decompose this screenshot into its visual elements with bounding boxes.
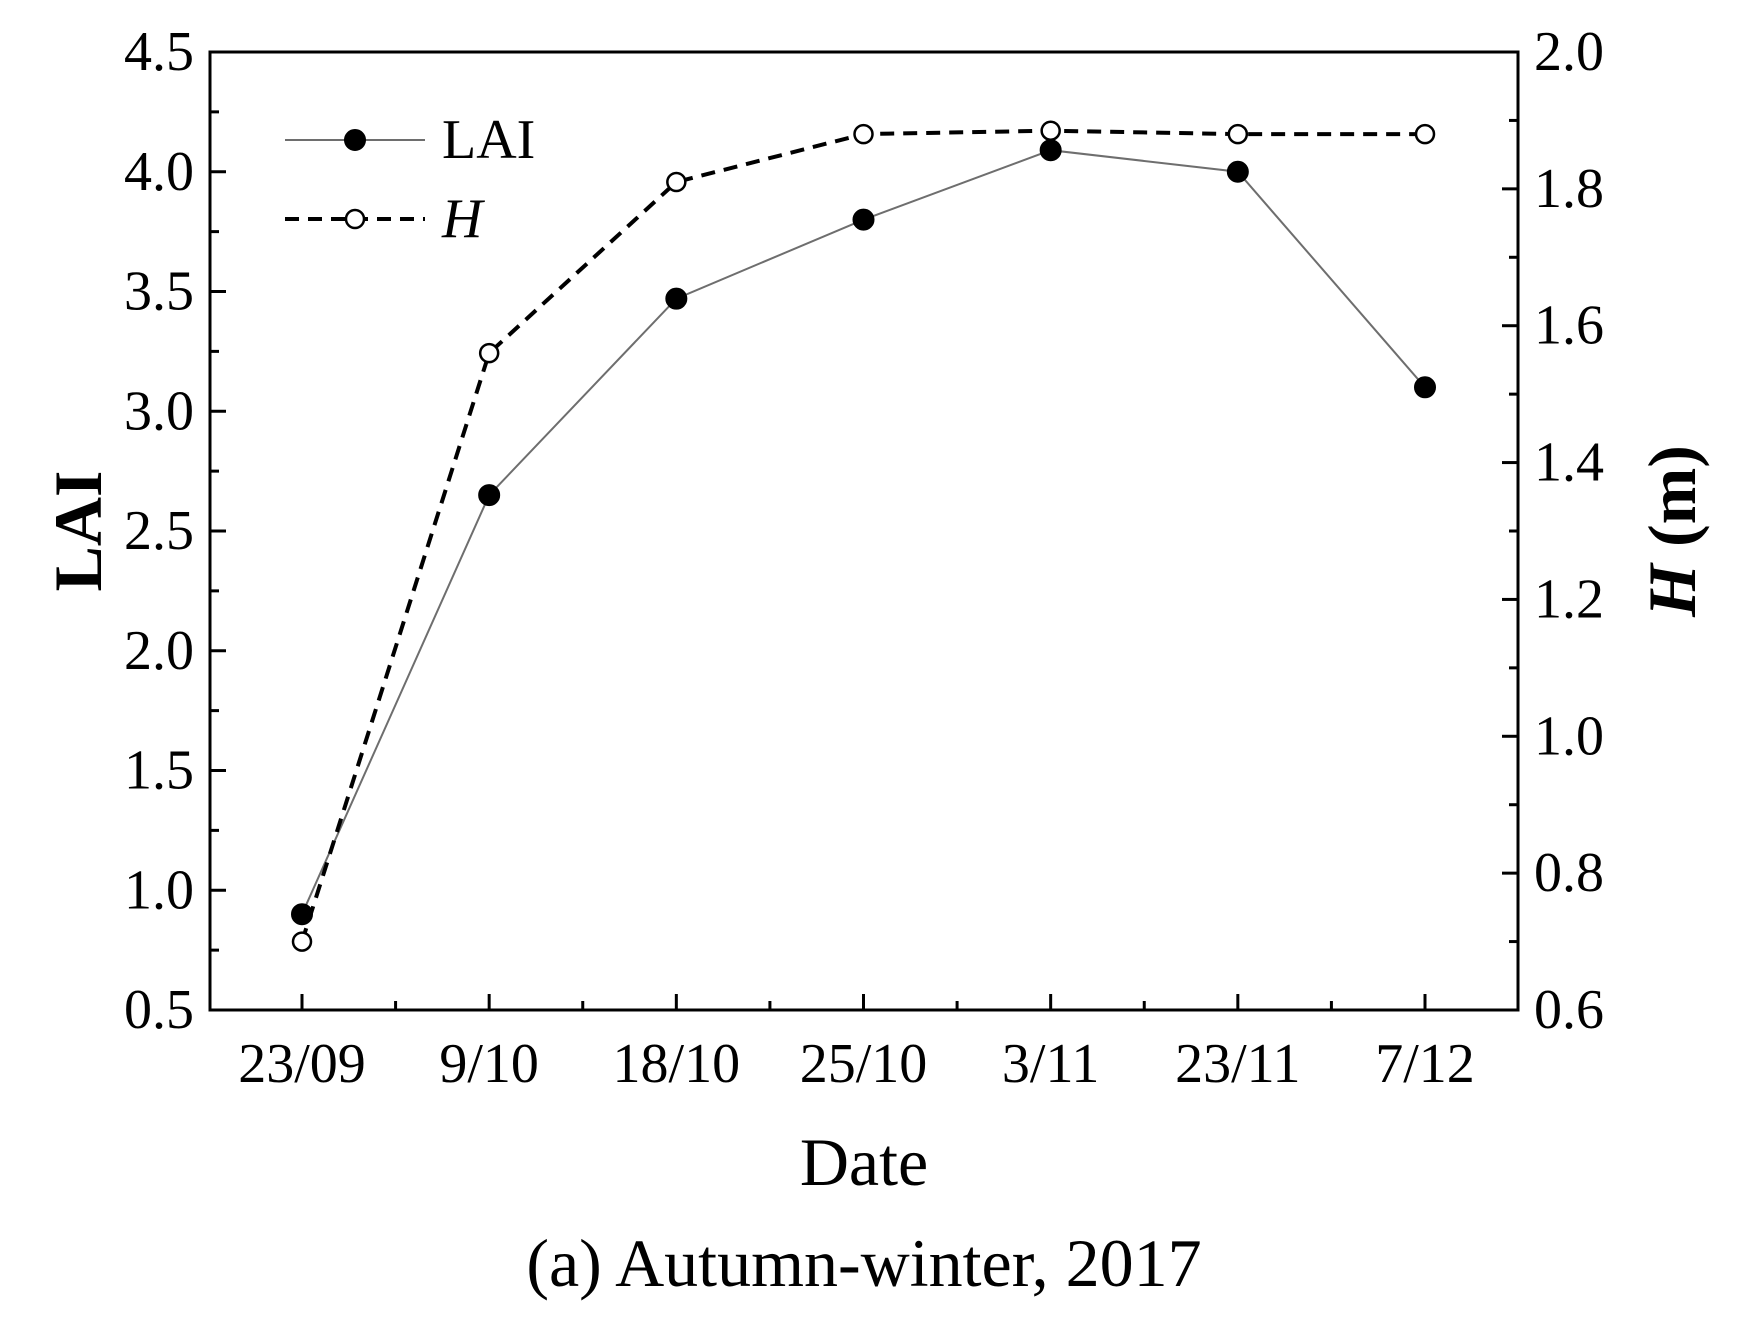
y-tick-label: 4.5 <box>124 21 194 83</box>
y2-axis-label: H (m) <box>1634 445 1710 618</box>
data-point-lai <box>1414 376 1436 399</box>
y-tick-label: 4.0 <box>124 141 194 203</box>
y2-tick-label: 1.6 <box>1534 295 1604 357</box>
x-tick-label: 7/12 <box>1375 1033 1475 1095</box>
data-point-h <box>666 171 687 193</box>
y2-tick-label: 0.8 <box>1534 842 1604 904</box>
y-tick-label: 2.5 <box>124 500 194 562</box>
data-point-h <box>1414 123 1436 145</box>
y-tick-label: 1.5 <box>124 740 194 802</box>
x-tick-label: 23/09 <box>238 1033 366 1095</box>
y2-tick-label: 1.8 <box>1534 158 1604 220</box>
data-point-lai <box>852 208 875 231</box>
x-tick-label: 25/10 <box>800 1033 928 1095</box>
x-tick-label: 18/10 <box>613 1033 741 1095</box>
y2-tick-label: 0.6 <box>1534 979 1604 1041</box>
y2-tick-label: 1.0 <box>1534 705 1604 767</box>
data-point-h <box>1040 120 1061 141</box>
figure-caption: (a) Autumn-winter, 2017 <box>526 1225 1201 1301</box>
data-point-lai <box>478 484 501 507</box>
data-point-h <box>291 931 313 952</box>
y2-tick-label: 1.2 <box>1534 568 1604 630</box>
series-layer <box>291 120 1436 952</box>
y-tick-label: 2.0 <box>124 620 194 682</box>
data-point-lai <box>1039 139 1062 162</box>
y-axis-label: LAI <box>40 471 116 592</box>
x-tick-label: 3/11 <box>1002 1033 1099 1095</box>
x-axis-label: Date <box>800 1124 928 1200</box>
legend-marker-h <box>344 208 366 230</box>
y2-tick-label: 1.4 <box>1534 432 1604 494</box>
legend-label-h: H <box>441 188 485 250</box>
y2-tick-label: 2.0 <box>1534 21 1604 83</box>
y-tick-label: 3.5 <box>124 261 194 323</box>
y2-axis-label-unit: (m) <box>1634 445 1710 564</box>
data-point-lai <box>665 287 688 310</box>
y-tick-label: 0.5 <box>124 979 194 1041</box>
y-tick-label: 3.0 <box>124 380 194 442</box>
plot-frame <box>208 50 1520 1012</box>
legend-label-lai: LAI <box>442 109 535 171</box>
data-point-h <box>1227 123 1249 145</box>
x-tick-label: 9/10 <box>439 1033 539 1095</box>
legend-marker-lai <box>344 129 366 151</box>
ticks: 23/09 9/10 18/10 25/10 3/11 23/11 7/12 0.5 1.0 1.… <box>124 21 1604 1095</box>
data-point-h <box>478 342 500 364</box>
legend: LAI H <box>285 109 535 250</box>
x-tick-label: 23/11 <box>1175 1033 1300 1095</box>
data-point-h <box>853 123 874 145</box>
y2-axis-label-italic: H <box>1634 562 1710 618</box>
series-line-lai <box>301 149 1426 915</box>
y-tick-label: 1.0 <box>124 859 194 921</box>
data-point-lai <box>1226 160 1249 183</box>
